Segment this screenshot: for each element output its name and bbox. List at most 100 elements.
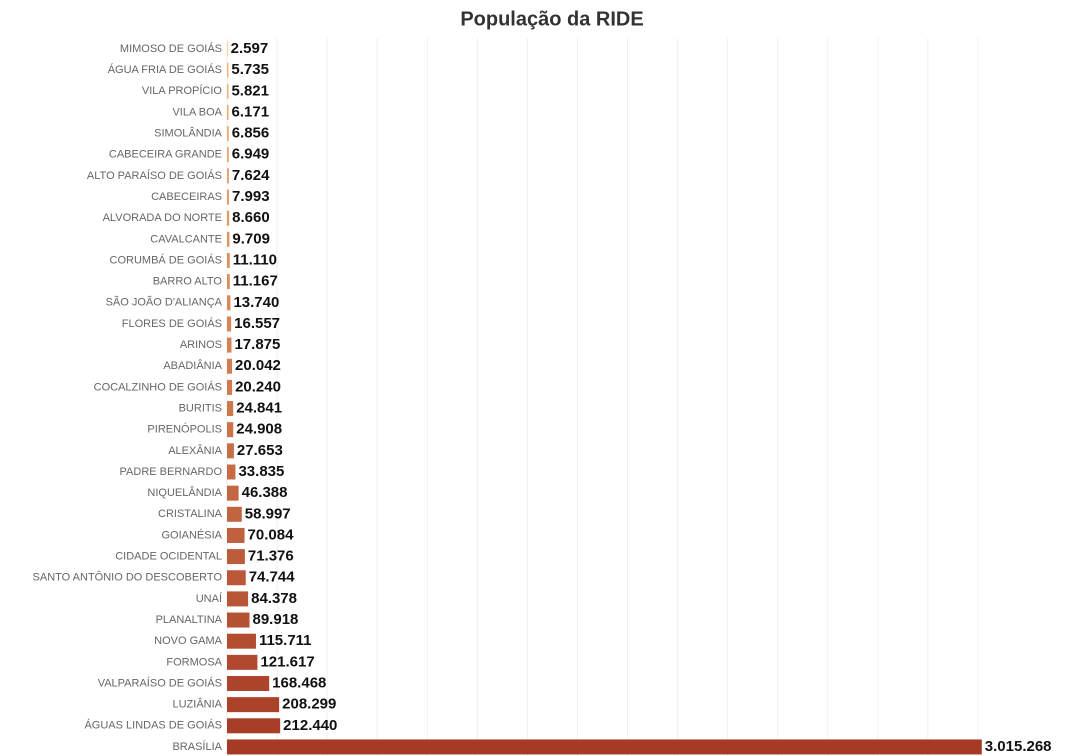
value-label: 20.042 xyxy=(235,357,281,374)
bar xyxy=(227,549,245,565)
y-tick-label: CABECEIRA GRANDE xyxy=(109,149,222,161)
value-label: 13.740 xyxy=(233,294,279,311)
bar xyxy=(227,654,258,670)
value-label: 6.171 xyxy=(232,103,270,120)
bar xyxy=(227,126,229,142)
bar xyxy=(227,104,229,120)
bar xyxy=(227,316,232,332)
y-tick-label: LUZIÂNIA xyxy=(172,698,222,711)
y-tick-label: NOVO GAMA xyxy=(154,635,223,647)
value-label: 7.993 xyxy=(232,188,270,205)
y-tick-label: BURITIS xyxy=(179,402,222,414)
value-label: 5.735 xyxy=(231,61,269,78)
value-label: 17.875 xyxy=(234,336,280,353)
bar xyxy=(227,485,239,501)
y-tick-label: FORMOSA xyxy=(166,656,222,668)
value-label: 84.378 xyxy=(251,590,297,607)
bar xyxy=(227,231,230,247)
bar xyxy=(227,718,281,734)
y-tick-label: PLANALTINA xyxy=(156,614,223,626)
y-tick-label: VILA PROPÍCIO xyxy=(142,84,223,97)
value-label: 89.918 xyxy=(253,611,299,628)
bar xyxy=(227,253,230,268)
bar xyxy=(227,379,233,395)
y-tick-label: CABECEIRAS xyxy=(151,191,222,203)
value-label: 6.856 xyxy=(232,125,270,142)
y-tick-label: CRISTALINA xyxy=(158,508,223,520)
y-tick-label: MIMOSO DE GOIÁS xyxy=(120,42,222,55)
value-label: 5.821 xyxy=(231,82,269,99)
bar xyxy=(227,464,236,480)
bar xyxy=(227,83,229,99)
value-label: 70.084 xyxy=(248,526,295,543)
y-tick-label: ALVORADA DO NORTE xyxy=(103,212,222,224)
bar xyxy=(227,168,229,184)
bar xyxy=(227,591,249,607)
value-label: 6.949 xyxy=(232,146,270,163)
bar xyxy=(227,358,233,374)
value-label: 9.709 xyxy=(232,230,270,247)
value-label: 3.015.268 xyxy=(985,738,1052,755)
value-label: 121.617 xyxy=(260,653,314,670)
bar xyxy=(227,295,231,311)
y-tick-label: SANTO ANTÔNIO DO DESCOBERTO xyxy=(33,571,223,584)
y-tick-label: UNAÍ xyxy=(196,592,223,605)
bar xyxy=(227,506,242,522)
y-tick-label: GOIANÉSIA xyxy=(161,528,222,541)
y-tick-label: BARRO ALTO xyxy=(153,276,223,288)
value-label: 46.388 xyxy=(242,484,288,501)
value-label: 11.167 xyxy=(233,273,278,290)
value-label: 8.660 xyxy=(232,209,270,226)
bar xyxy=(227,739,982,755)
y-tick-label: ÁGUAS LINDAS DE GOIÁS xyxy=(84,719,222,732)
bar xyxy=(227,570,246,586)
value-label: 27.653 xyxy=(237,442,283,459)
value-label: 16.557 xyxy=(234,315,280,332)
value-label: 168.468 xyxy=(272,674,326,691)
bar xyxy=(227,697,280,713)
bar xyxy=(227,633,256,649)
bar xyxy=(227,274,230,290)
y-tick-label: ABADIÂNIA xyxy=(163,359,222,372)
y-tick-label: COCALZINHO DE GOIÁS xyxy=(94,380,222,393)
value-label: 11.110 xyxy=(233,251,277,268)
value-label: 212.440 xyxy=(283,717,337,734)
value-label: 20.240 xyxy=(235,378,281,395)
value-label: 33.835 xyxy=(238,463,284,480)
y-tick-label: VALPARAÍSO DE GOIÁS xyxy=(98,676,222,689)
bar xyxy=(227,443,234,459)
y-tick-label: ÁGUA FRIA DE GOIÁS xyxy=(108,63,222,76)
bar xyxy=(227,210,230,226)
value-label: 2.597 xyxy=(231,40,269,57)
y-tick-label: CORUMBÁ DE GOIÁS xyxy=(110,253,222,266)
y-tick-label: SÃO JOÃO D'ALIANÇA xyxy=(106,296,223,309)
y-tick-label: NIQUELÂNDIA xyxy=(147,486,222,499)
bar xyxy=(227,612,250,628)
bar xyxy=(227,62,229,78)
value-label: 58.997 xyxy=(245,505,291,522)
bar xyxy=(227,41,228,57)
y-tick-label: VILA BOA xyxy=(172,106,222,118)
value-label: 24.841 xyxy=(236,400,282,417)
y-tick-label: PIRENÓPOLIS xyxy=(147,423,222,436)
y-tick-label: PADRE BERNARDO xyxy=(120,466,223,478)
y-tick-label: ARINOS xyxy=(180,339,222,351)
bar xyxy=(227,401,234,417)
y-tick-label: CAVALCANTE xyxy=(150,233,222,245)
value-label: 71.376 xyxy=(248,548,294,565)
value-label: 24.908 xyxy=(236,421,282,438)
value-label: 74.744 xyxy=(249,569,296,586)
value-label: 208.299 xyxy=(282,696,336,713)
y-tick-label: ALEXÂNIA xyxy=(168,444,222,457)
bar xyxy=(227,527,245,543)
y-tick-label: SIMOLÂNDIA xyxy=(154,127,223,140)
chart-title: População da RIDE xyxy=(460,8,643,30)
bar xyxy=(227,337,232,353)
value-label: 115.711 xyxy=(259,632,312,649)
value-label: 7.624 xyxy=(232,167,270,184)
y-tick-label: ALTO PARAÍSO DE GOIÁS xyxy=(87,169,222,182)
y-tick-label: CIDADE OCIDENTAL xyxy=(115,551,222,563)
y-tick-label: BRASÍLIA xyxy=(172,740,222,753)
bar xyxy=(227,189,230,205)
